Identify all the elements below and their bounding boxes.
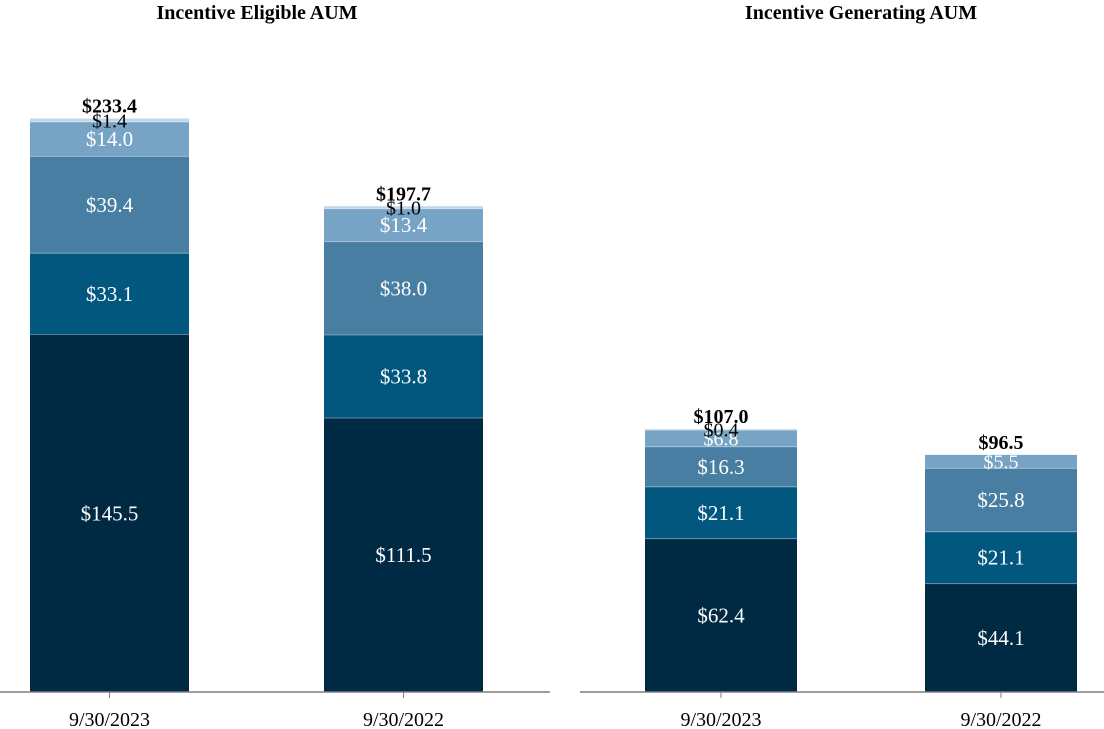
data-label: $25.8 <box>977 488 1024 512</box>
bar-stack: $111.5 $33.8 $38.0 $13.4$1.0 <box>324 197 483 692</box>
data-label: $38.0 <box>380 276 427 300</box>
total-label: $233.4 <box>82 96 137 118</box>
data-label: $62.4 <box>697 603 745 627</box>
bar-segment <box>645 446 797 487</box>
x-tick-label: 9/30/2022 <box>960 709 1041 729</box>
data-label: $5.5 <box>984 452 1019 474</box>
bar-stack: $145.5 $33.1 $39.4 $14.0$1.4 <box>30 110 189 692</box>
bar-segment <box>324 418 483 692</box>
data-label: $13.4 <box>380 213 428 237</box>
chart-panel-2: $62.4 $21.1 $16.3 $6.8$0.4$107.0 9/30/2023 $4… <box>580 406 1104 729</box>
x-tick-label: 9/30/2022 <box>363 709 444 729</box>
bar-segment <box>30 334 189 692</box>
data-label: $21.1 <box>697 501 744 525</box>
bar-segment <box>925 531 1077 584</box>
bar-segment <box>925 454 1077 469</box>
bar-segment <box>925 468 1077 532</box>
bar-segment <box>925 583 1077 692</box>
data-label: $145.5 <box>81 501 139 525</box>
data-label: $33.8 <box>380 365 427 389</box>
bar-segment <box>324 334 483 419</box>
bar-stack: $62.4 $21.1 $16.3 $6.8$0.4 <box>645 420 797 692</box>
total-label: $96.5 <box>979 432 1024 454</box>
bar-segment <box>30 253 189 335</box>
data-label: $14.0 <box>86 127 133 151</box>
bar-segment <box>645 430 797 447</box>
total-label: $197.7 <box>376 183 431 205</box>
bar-stack: $44.1 $21.1 $25.8 $5.5 <box>925 452 1077 692</box>
bar-segment <box>30 121 189 157</box>
data-label: $0.4 <box>704 420 739 442</box>
bar-segment <box>645 486 797 539</box>
chart-panel-1: $145.5 $33.1 $39.4 $14.0$1.4$233.4 9/30/2023… <box>0 96 550 729</box>
data-label: $33.1 <box>86 282 133 306</box>
data-label: $1.4 <box>92 110 127 132</box>
chart-title-incentive-eligible: Incentive Eligible AUM <box>156 2 358 24</box>
chart-title-incentive-generating: Incentive Generating AUM <box>744 2 978 24</box>
bar-segment <box>645 429 797 431</box>
total-label: $107.0 <box>694 406 749 428</box>
bar-segment <box>324 206 483 209</box>
data-label: $39.4 <box>86 193 134 217</box>
data-label: $1.0 <box>386 197 421 219</box>
bar-segment <box>324 208 483 242</box>
x-tick-label: 9/30/2023 <box>69 709 150 729</box>
bar-segment <box>324 241 483 335</box>
bar-segment <box>645 538 797 692</box>
bar-segment <box>30 156 189 254</box>
data-label: $44.1 <box>977 626 1024 650</box>
data-label: $6.8 <box>704 428 739 450</box>
bar-segment <box>30 118 189 122</box>
x-tick-label: 9/30/2023 <box>680 709 761 729</box>
data-label: $111.5 <box>375 543 431 567</box>
data-label: $21.1 <box>977 546 1024 570</box>
data-label: $16.3 <box>697 455 744 479</box>
